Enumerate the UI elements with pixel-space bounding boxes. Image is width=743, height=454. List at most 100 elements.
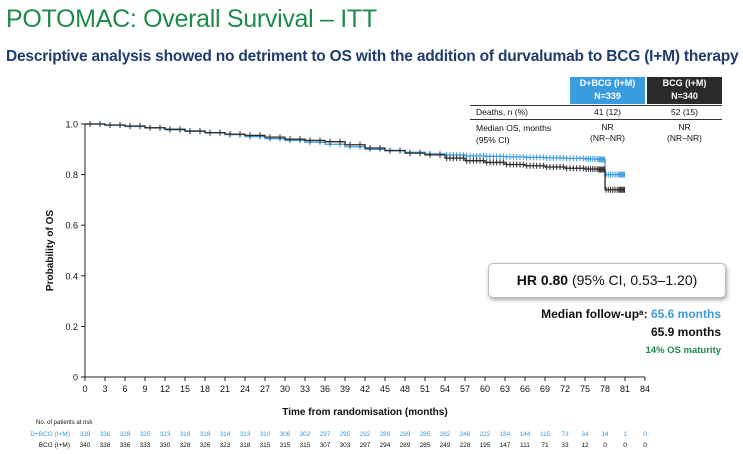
x-tick-label: 36: [320, 384, 330, 394]
x-tick-label: 75: [580, 384, 590, 394]
at-risk-value: 147: [500, 442, 511, 449]
at-risk-value: 313: [240, 431, 251, 438]
x-tick-label: 42: [360, 384, 370, 394]
deaths-label: Deaths, n (%): [476, 107, 528, 117]
at-risk-value: 289: [400, 442, 411, 449]
at-risk-value: 184: [500, 431, 511, 438]
x-tick-label: 24: [240, 384, 250, 394]
at-risk-value: 314: [220, 431, 231, 438]
at-risk-value: 0: [623, 442, 627, 449]
at-risk-value: 297: [320, 431, 331, 438]
at-risk-value: 0: [603, 442, 607, 449]
at-risk-value: 71: [541, 442, 549, 449]
at-risk-value: 249: [440, 442, 451, 449]
at-risk-value: 289: [380, 431, 391, 438]
at-risk-value: 325: [140, 431, 151, 438]
x-tick-label: 57: [460, 384, 470, 394]
at-risk-value: 285: [420, 442, 431, 449]
x-tick-label: 6: [122, 384, 127, 394]
followup-arm1: Median follow-upᵃ: 65.6 months: [541, 307, 721, 321]
at-risk-value: 310: [260, 431, 271, 438]
x-tick-label: 72: [560, 384, 570, 394]
x-tick-label: 33: [300, 384, 310, 394]
page-title: POTOMAC: Overall Survival – ITT: [6, 5, 377, 33]
at-risk-value: 195: [480, 442, 491, 449]
at-risk-value: 144: [520, 431, 531, 438]
at-risk-value: 323: [160, 431, 171, 438]
x-tick-label: 12: [160, 384, 170, 394]
page-subtitle: Descriptive analysis showed no detriment…: [6, 48, 739, 65]
median-os-arm1: NR (NR–NR): [570, 122, 645, 144]
median-os-arm2-ci: (NR–NR): [667, 133, 702, 143]
x-tick-label: 51: [420, 384, 430, 394]
followup-arm2-value: 65.9 months: [650, 325, 721, 339]
x-tick-label: 0: [82, 384, 87, 394]
median-os-arm1-value: NR: [601, 122, 614, 132]
km-curve-bcg: [85, 123, 625, 191]
x-tick-label: 45: [380, 384, 390, 394]
at-risk-value: 0: [643, 431, 647, 438]
at-risk-value: 333: [140, 442, 151, 449]
y-tick-label: 0: [73, 373, 78, 383]
at-risk-value: 73: [561, 431, 569, 438]
at-risk-value: 338: [100, 442, 111, 449]
table-rule-mid: [470, 119, 722, 120]
at-risk-value: 302: [300, 431, 311, 438]
x-tick-label: 48: [400, 384, 410, 394]
x-tick-label: 39: [340, 384, 350, 394]
y-tick-label: 0.4: [65, 271, 78, 281]
at-risk-value: 315: [280, 442, 291, 449]
x-tick-label: 84: [640, 384, 650, 394]
x-tick-label: 3: [102, 384, 107, 394]
at-risk-value: 328: [120, 431, 131, 438]
at-risk-value: 12: [581, 442, 589, 449]
at-risk-value: 306: [280, 431, 291, 438]
median-os-arm2-value: NR: [678, 122, 691, 132]
y-axis-label: Probability of OS: [45, 210, 56, 291]
at-risk-value: 315: [300, 442, 311, 449]
at-risk-value: 307: [320, 442, 331, 449]
at-risk-value: 295: [340, 431, 351, 438]
arm1-header-n: N=339: [594, 91, 621, 101]
at-risk-value: 336: [120, 442, 131, 449]
at-risk-value: 33: [561, 442, 569, 449]
at-risk-value: 318: [240, 442, 251, 449]
deaths-arm2: 52 (15): [671, 107, 698, 117]
x-axis-label: Time from randomisation (months): [282, 407, 447, 418]
km-curve-durvalumab-bcg: [85, 123, 625, 176]
followup-arm1-value: 65.6 months: [650, 307, 721, 321]
at-risk-value: 0: [643, 442, 647, 449]
at-risk-title: No. of patients at risk: [36, 420, 93, 426]
x-tick-label: 9: [142, 384, 147, 394]
x-tick-label: 60: [480, 384, 490, 394]
at-risk-value: 289: [400, 431, 411, 438]
arm2-header-name: BCG (I+M): [662, 78, 707, 88]
x-tick-label: 63: [500, 384, 510, 394]
at-risk-value: 319: [180, 431, 191, 438]
at-risk-value: 34: [581, 431, 589, 438]
at-risk-value: 1: [623, 431, 627, 438]
at-risk-value: 303: [340, 442, 351, 449]
deaths-arm1: 41 (12): [594, 107, 621, 117]
median-os-label: Median OS, months (95% CI): [476, 122, 551, 146]
at-risk-value: 228: [460, 442, 471, 449]
at-risk-value: 111: [520, 442, 530, 449]
at-risk-value: 14: [601, 431, 609, 438]
at-risk-value: 294: [380, 442, 391, 449]
hazard-ratio-ci: (95% CI, 0.53–1.20): [568, 272, 698, 288]
y-tick-label: 1.0: [65, 120, 78, 130]
y-tick-label: 0.8: [65, 170, 78, 180]
at-risk-value: 326: [200, 442, 211, 449]
at-risk-value: 315: [260, 442, 271, 449]
at-risk-value: 323: [220, 442, 231, 449]
median-os-arm2: NR (NR–NR): [647, 122, 722, 144]
arm2-header-n: N=340: [671, 91, 698, 101]
at-risk-value: 285: [420, 431, 431, 438]
at-risk-row-label: BCG (I+M): [39, 442, 70, 449]
hazard-ratio-value: HR 0.80: [516, 272, 569, 288]
at-risk-value: 340: [80, 442, 91, 449]
at-risk-value: 297: [360, 442, 371, 449]
x-tick-label: 66: [520, 384, 530, 394]
x-tick-label: 27: [260, 384, 270, 394]
x-tick-label: 21: [220, 384, 230, 394]
